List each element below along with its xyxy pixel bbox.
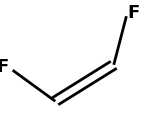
Text: F: F [0, 58, 9, 77]
Text: F: F [127, 4, 140, 23]
